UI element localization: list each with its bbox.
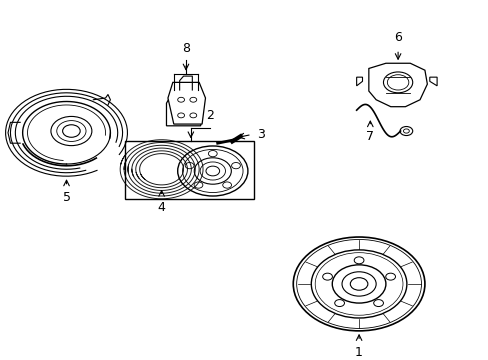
Text: 5: 5 — [62, 191, 70, 204]
Bar — [125, 141, 254, 199]
Text: 6: 6 — [393, 31, 401, 44]
Text: 8: 8 — [182, 41, 190, 55]
Text: 7: 7 — [366, 130, 373, 143]
Text: 3: 3 — [256, 128, 264, 141]
Text: 1: 1 — [354, 346, 362, 359]
Text: 2: 2 — [206, 109, 214, 122]
Polygon shape — [167, 82, 205, 124]
Text: 4: 4 — [157, 201, 165, 213]
